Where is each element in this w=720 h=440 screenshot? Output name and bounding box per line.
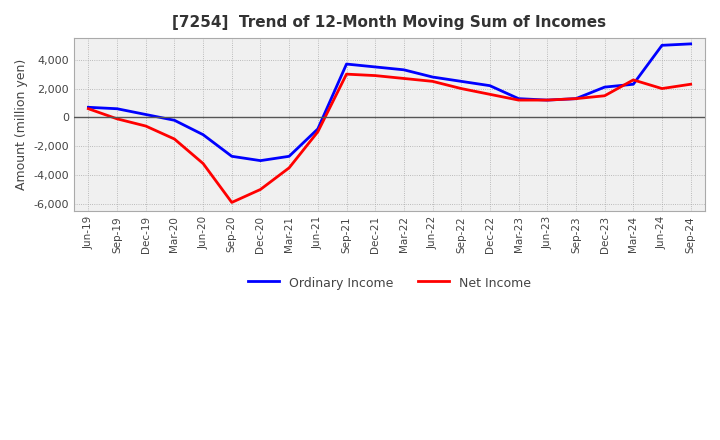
Ordinary Income xyxy=(199,132,207,137)
Net Income xyxy=(228,200,236,205)
Net Income xyxy=(629,77,638,83)
Ordinary Income xyxy=(170,117,179,123)
Ordinary Income xyxy=(686,41,695,47)
Net Income xyxy=(428,79,437,84)
Net Income xyxy=(371,73,379,78)
Legend: Ordinary Income, Net Income: Ordinary Income, Net Income xyxy=(243,271,536,295)
Ordinary Income xyxy=(84,105,93,110)
Ordinary Income xyxy=(514,96,523,101)
Net Income xyxy=(657,86,666,91)
Ordinary Income xyxy=(228,154,236,159)
Line: Net Income: Net Income xyxy=(89,74,690,202)
Net Income xyxy=(342,72,351,77)
Net Income xyxy=(285,165,294,170)
Y-axis label: Amount (million yen): Amount (million yen) xyxy=(15,59,28,190)
Net Income xyxy=(400,76,408,81)
Ordinary Income xyxy=(657,43,666,48)
Ordinary Income xyxy=(457,79,466,84)
Net Income xyxy=(572,96,580,101)
Ordinary Income xyxy=(485,83,494,88)
Ordinary Income xyxy=(313,126,322,132)
Line: Ordinary Income: Ordinary Income xyxy=(89,44,690,161)
Net Income xyxy=(600,93,609,99)
Ordinary Income xyxy=(629,81,638,87)
Net Income xyxy=(514,97,523,103)
Net Income xyxy=(170,136,179,142)
Ordinary Income xyxy=(256,158,265,163)
Net Income xyxy=(256,187,265,192)
Net Income xyxy=(457,86,466,91)
Ordinary Income xyxy=(113,106,122,111)
Title: [7254]  Trend of 12-Month Moving Sum of Incomes: [7254] Trend of 12-Month Moving Sum of I… xyxy=(173,15,606,30)
Net Income xyxy=(485,92,494,97)
Ordinary Income xyxy=(285,154,294,159)
Ordinary Income xyxy=(371,64,379,70)
Net Income xyxy=(113,116,122,121)
Ordinary Income xyxy=(141,112,150,117)
Ordinary Income xyxy=(543,97,552,103)
Ordinary Income xyxy=(400,67,408,73)
Net Income xyxy=(313,129,322,135)
Net Income xyxy=(199,161,207,166)
Ordinary Income xyxy=(428,74,437,80)
Ordinary Income xyxy=(572,96,580,101)
Ordinary Income xyxy=(342,62,351,67)
Net Income xyxy=(686,81,695,87)
Net Income xyxy=(543,97,552,103)
Net Income xyxy=(84,106,93,111)
Ordinary Income xyxy=(600,84,609,90)
Net Income xyxy=(141,123,150,128)
